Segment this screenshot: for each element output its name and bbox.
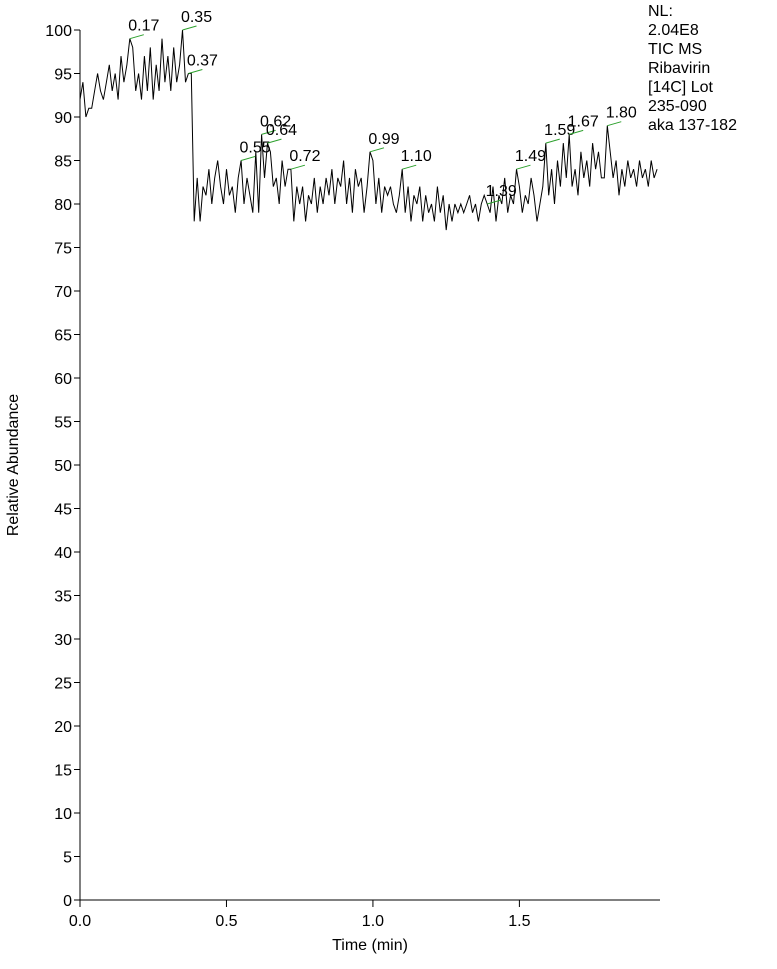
y-tick-label: 65 <box>54 328 72 345</box>
x-tick-label: 0.0 <box>69 913 91 930</box>
peak-label: 0.55 <box>240 140 271 157</box>
info-text: aka 137-182 <box>648 117 737 134</box>
peak-leader <box>240 156 256 161</box>
peak-leader <box>545 138 560 144</box>
info-text: TIC MS <box>648 41 702 58</box>
y-tick-label: 50 <box>54 458 72 475</box>
info-text: 235-090 <box>648 98 707 115</box>
x-tick-label: 0.5 <box>215 913 237 930</box>
peak-label: 0.37 <box>187 53 218 70</box>
peak-label: 1.67 <box>568 113 599 130</box>
peak-leader <box>182 25 197 31</box>
peak-label: 1.80 <box>606 105 637 122</box>
peak-leader <box>261 129 276 135</box>
y-tick-label: 55 <box>54 415 72 432</box>
peak-label: 0.17 <box>128 18 159 35</box>
y-tick-label: 85 <box>54 154 72 171</box>
peak-leader <box>129 34 144 40</box>
y-tick-label: 25 <box>54 676 72 693</box>
y-tick-label: 95 <box>54 67 72 84</box>
peak-label: 0.99 <box>368 131 399 148</box>
peak-label: 1.10 <box>401 148 432 165</box>
peak-label: 0.72 <box>289 148 320 165</box>
y-tick-label: 15 <box>54 763 72 780</box>
x-tick-label: 1.5 <box>508 913 530 930</box>
trace <box>79 29 658 231</box>
y-tick-label: 20 <box>54 719 72 736</box>
peak-leader <box>569 129 584 135</box>
y-tick-label: 5 <box>63 850 72 867</box>
y-tick-label: 75 <box>54 241 72 258</box>
peak-leader <box>369 147 385 153</box>
y-tick-label: 90 <box>54 110 72 127</box>
peak-leader <box>188 69 203 74</box>
info-text: [14C] Lot <box>648 79 713 96</box>
y-tick-label: 80 <box>54 197 72 214</box>
y-tick-label: 10 <box>54 806 72 823</box>
y-tick-label: 35 <box>54 589 72 606</box>
peak-label: 0.64 <box>266 122 297 139</box>
y-tick-label: 30 <box>54 632 72 649</box>
y-axis-label: Relative Abundance <box>5 394 22 536</box>
info-text: Ribavirin <box>648 60 710 77</box>
info-text: 2.04E8 <box>648 22 699 39</box>
peak-leader <box>402 164 417 170</box>
peak-label: 1.49 <box>515 148 546 165</box>
y-tick-label: 100 <box>45 23 72 40</box>
peak-leader <box>607 121 622 127</box>
y-tick-label: 40 <box>54 545 72 562</box>
peak-label: 0.35 <box>181 9 212 26</box>
y-tick-label: 70 <box>54 284 72 301</box>
peak-label: 1.59 <box>544 122 575 139</box>
peak-label: 1.39 <box>486 183 517 200</box>
info-text: NL: <box>648 3 673 20</box>
peak-leader <box>516 164 531 170</box>
peak-leader <box>290 164 306 170</box>
peak-leader <box>267 138 282 144</box>
x-tick-label: 1.0 <box>362 913 384 930</box>
peak-label: 0.62 <box>260 113 291 130</box>
peak-leader <box>487 199 502 205</box>
y-tick-label: 0 <box>63 893 72 910</box>
y-tick-label: 60 <box>54 371 72 388</box>
y-tick-label: 45 <box>54 502 72 519</box>
x-axis-label: Time (min) <box>332 937 408 954</box>
